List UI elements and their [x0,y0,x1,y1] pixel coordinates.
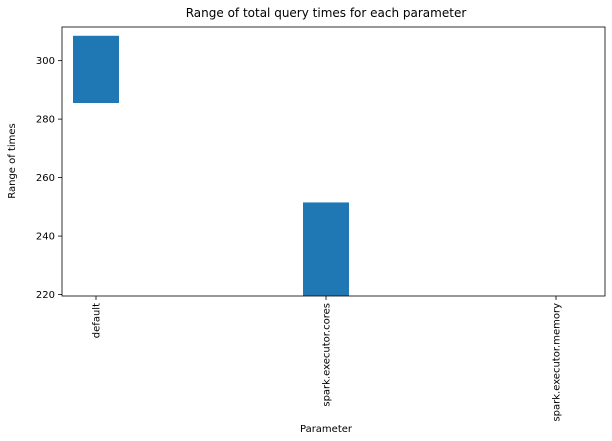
y-tick-label: 280 [36,115,55,126]
y-axis-label: Range of times [7,123,18,199]
x-axis: default spark.executor.cores spark.executo… [92,296,563,422]
bar-default [73,35,119,104]
bar-spark-executor-cores [303,202,349,296]
x-axis-label: Parameter [300,424,353,435]
bars-layer [73,35,349,296]
y-tick-label: 300 [36,56,55,67]
y-tick-label: 260 [36,173,55,184]
y-axis: 220 240 260 280 300 [36,56,62,301]
y-tick-label: 220 [36,290,55,301]
x-tick-label: spark.executor.memory [552,303,563,422]
y-tick-label: 240 [36,232,55,243]
x-tick-label: default [92,303,103,338]
plot-frame [61,26,606,297]
x-tick-label: spark.executor.cores [322,303,333,407]
chart-title: Range of total query times for each para… [186,6,467,20]
